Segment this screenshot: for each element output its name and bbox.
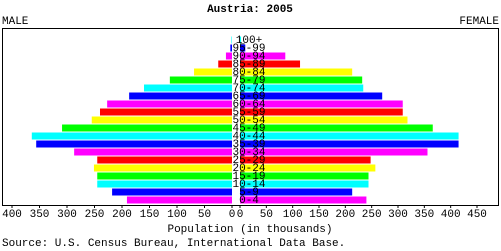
age-label: 25-29 [232,155,265,167]
age-label: 45-49 [232,123,265,135]
x-tick-label: 0 [229,209,236,221]
age-label: 15-19 [232,171,265,183]
female-bar [240,68,353,76]
female-bar [240,124,433,132]
age-label: 80-84 [232,67,265,79]
male-bar [194,68,232,76]
female-bar [240,196,367,204]
legend-left: MALE [2,16,29,28]
male-bar [31,132,232,140]
x2-tick-label: 450 [467,209,487,221]
source-note: Source: U.S. Census Bureau, Internationa… [2,238,345,250]
x2-tick-label: 300 [388,209,408,221]
female-bar [240,76,363,84]
male-bar [230,44,232,52]
female-bar [240,164,376,172]
male-bar [74,148,233,156]
male-bar [144,84,232,92]
male-bar [129,92,232,100]
age-label: 70-74 [232,83,265,95]
male-bar [100,108,232,116]
x-axis-label: Population (in thousands) [167,224,332,236]
male-bar [93,164,232,172]
age-label: 0-4 [239,195,259,207]
female-bar [240,140,459,148]
x2-tick-label: 100 [283,209,303,221]
plot-frame [2,28,499,206]
female-bar [240,188,353,196]
female-bar [240,36,242,44]
x2-tick-label: 50 [260,209,273,221]
legend-right: FEMALE [459,16,499,28]
male-bar [169,76,232,84]
x2-tick-label: 400 [441,209,461,221]
male-bar [97,180,232,188]
age-label: 95-99 [232,43,265,55]
age-label: 60-64 [232,99,265,111]
age-label: 30-34 [232,147,265,159]
female-bar [240,132,459,140]
x2-tick-label: 350 [414,209,434,221]
x-tick-label: 250 [85,209,105,221]
male-bar [97,156,232,164]
x2-tick-label: 0 [237,209,244,221]
age-label: 90-94 [232,51,265,63]
x-tick-label: 300 [57,209,77,221]
x-tick-label: 200 [112,209,132,221]
x-tick-label: 400 [2,209,22,221]
male-bar [62,124,232,132]
male-bar [218,60,232,68]
x-tick-label: 150 [140,209,160,221]
male-bar [112,188,232,196]
age-label: 5-9 [239,187,259,199]
x2-tick-label: 150 [309,209,329,221]
female-bar [240,52,286,60]
male-bar [231,36,232,44]
male-bar [91,116,232,124]
age-label: 85-89 [232,59,265,71]
age-label: 65-69 [232,91,265,103]
x2-tick-label: 200 [335,209,355,221]
age-label: 50-54 [232,115,265,127]
male-bar [36,140,233,148]
age-label: 35-39 [232,139,265,151]
male-bar [126,196,232,204]
chart-title: Austria: 2005 [207,4,293,16]
female-bar [240,100,403,108]
female-bar [240,92,383,100]
female-bar [240,84,364,92]
age-label: 40-44 [232,131,265,143]
x2-tick-label: 250 [362,209,382,221]
female-bar [240,60,301,68]
female-bar [240,44,246,52]
female-bar [240,148,428,156]
male-bar [97,172,232,180]
age-label: 10-14 [232,179,265,191]
female-bar [240,180,369,188]
age-label: 75-79 [232,75,265,87]
female-bar [240,156,371,164]
x-tick-label: 350 [30,209,50,221]
x-tick-label: 100 [167,209,187,221]
male-bar [107,100,232,108]
female-bar [240,116,408,124]
male-bar [225,52,232,60]
female-bar [240,172,369,180]
female-bar [240,108,403,116]
x-tick-label: 50 [198,209,211,221]
age-label: 20-24 [232,163,265,175]
age-label: 100+ [236,35,262,47]
age-label: 55-59 [232,107,265,119]
